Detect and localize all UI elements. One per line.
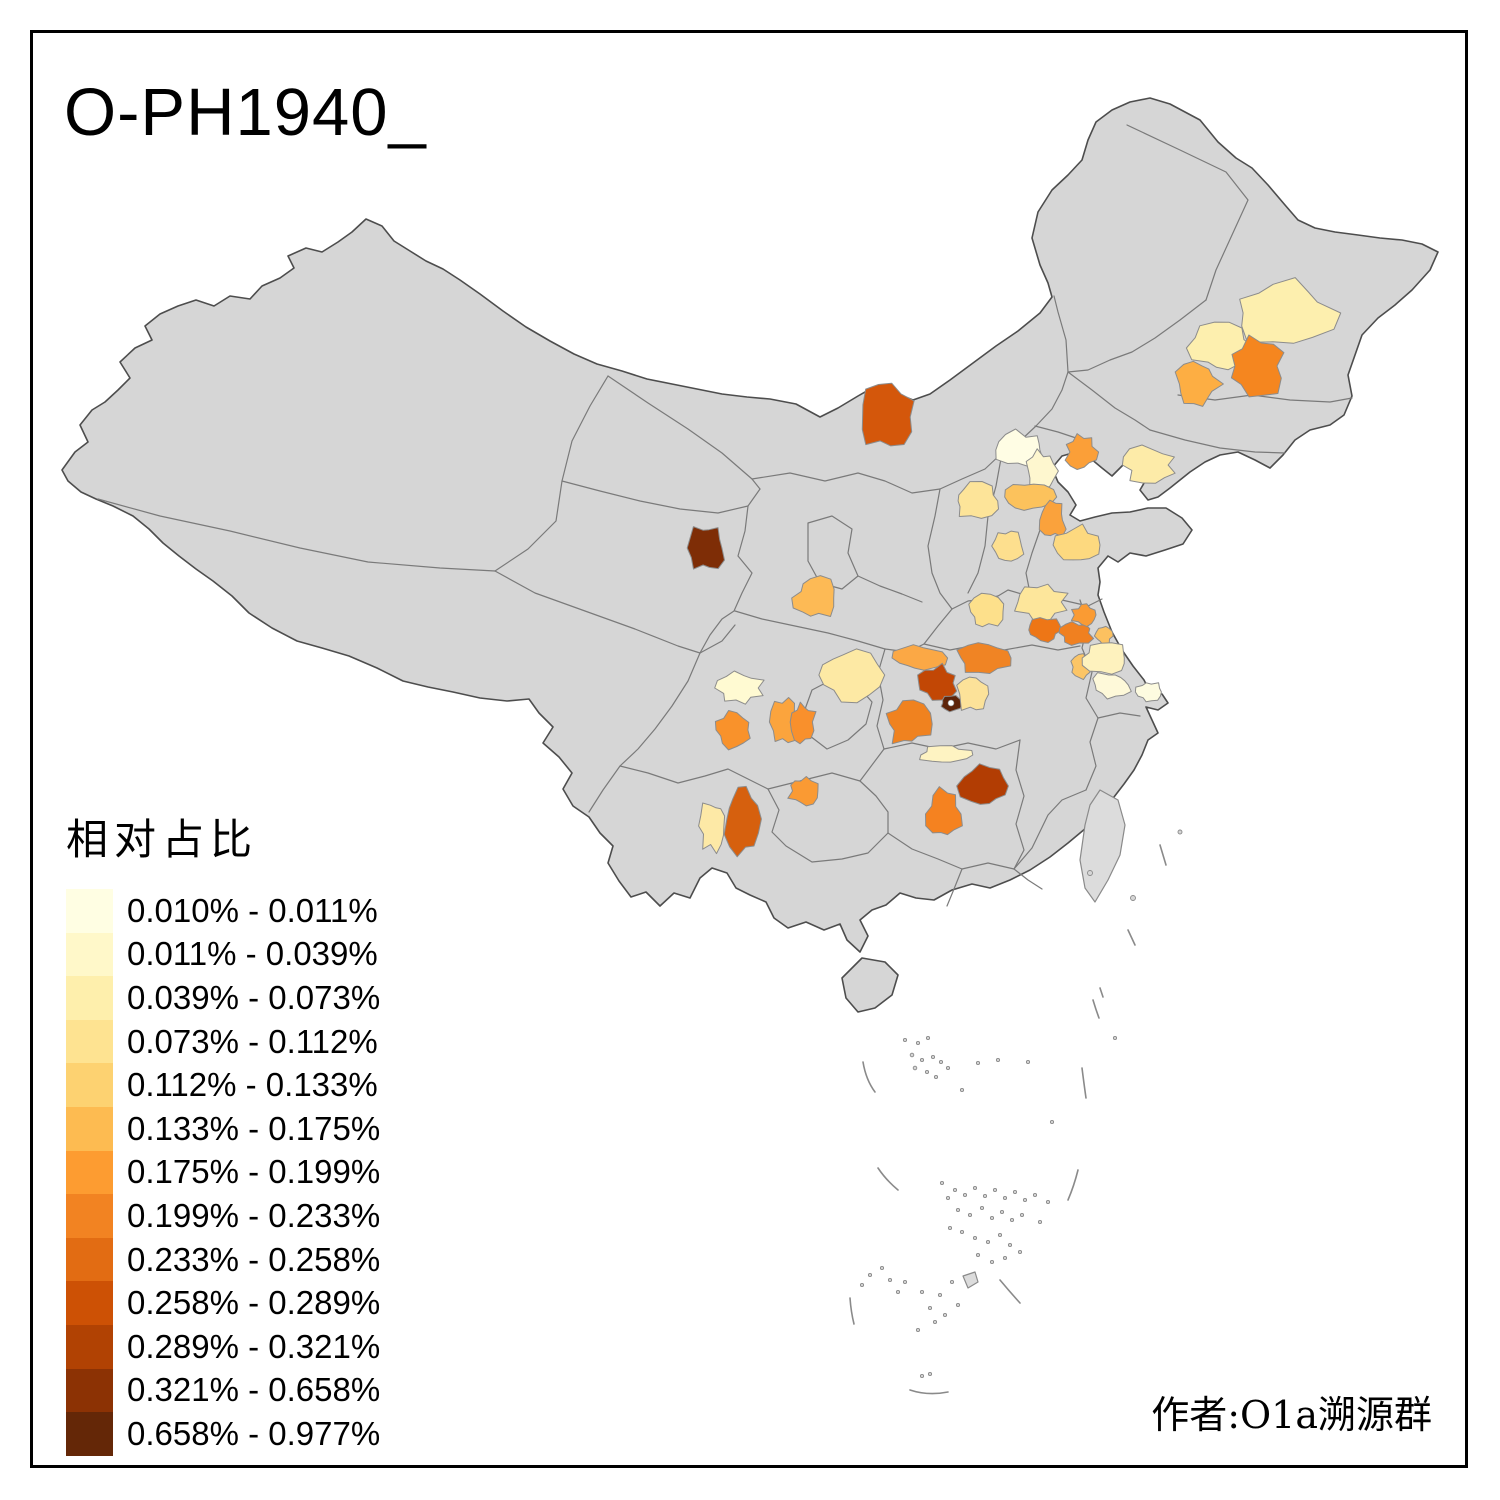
- region-henan-east-pale: [1014, 583, 1069, 624]
- legend-label: 0.112% - 0.133%: [127, 1066, 378, 1104]
- legend-row-7: 0.199% - 0.233%: [66, 1194, 380, 1238]
- legend-swatch: [66, 1368, 113, 1413]
- legend-row-8: 0.233% - 0.258%: [66, 1237, 381, 1282]
- legend-label: 0.289% - 0.321%: [127, 1327, 381, 1365]
- legend-row-0: 0.010% - 0.011%: [66, 889, 380, 933]
- figure-title: O-PH1940_: [64, 75, 427, 150]
- region-heilongjiang-north-pale: [1239, 277, 1342, 344]
- region-jiangsu-pale-a: [1081, 642, 1125, 675]
- legend-label: 0.010% - 0.011%: [127, 891, 378, 929]
- region-gansu-east-orange: [791, 575, 835, 617]
- legend-row-1: 0.011% - 0.039%: [66, 932, 380, 977]
- region-baoding-pale: [957, 481, 999, 519]
- legend-row-6: 0.175% - 0.199%: [66, 1150, 381, 1195]
- legend-row-4: 0.112% - 0.133%: [66, 1063, 380, 1107]
- region-leshan-orange-east: [789, 701, 817, 745]
- offshore-islets: [1087, 829, 1183, 998]
- region-harbin-orange: [1230, 334, 1285, 398]
- province-borders: [97, 124, 1353, 907]
- region-huaibei-orange: [1070, 603, 1097, 628]
- region-zunyi-orange: [787, 776, 819, 807]
- region-dalian-pale: [1121, 444, 1176, 484]
- choropleth-regions: [686, 277, 1342, 858]
- legend-row-3: 0.073% - 0.112%: [66, 1019, 380, 1064]
- legend-swatch: [66, 1019, 113, 1064]
- region-yaan-orange: [714, 710, 751, 751]
- legend-row-12: 0.658% - 0.977%: [66, 1412, 380, 1456]
- region-langfang-orange: [1004, 483, 1058, 511]
- legend-swatch: [66, 1324, 113, 1369]
- region-qinghai-dark-brown: [686, 526, 725, 570]
- legend-swatch: [66, 1150, 113, 1195]
- legend-label: 0.233% - 0.258%: [127, 1240, 381, 1278]
- region-changsha-dark-red: [956, 763, 1009, 805]
- south-china-sea-islands: [849, 999, 1118, 1395]
- figure-border: [30, 30, 1468, 1468]
- legend-swatch: [66, 1194, 113, 1238]
- attribution-text: 作者:O1a溯源群: [1151, 1393, 1432, 1437]
- legend-swatch: [66, 1412, 113, 1456]
- legend-label: 0.258% - 0.289%: [127, 1284, 381, 1322]
- legend-swatch: [66, 889, 113, 933]
- legend-label: 0.073% - 0.112%: [127, 1022, 378, 1060]
- region-neimenggu-dark-orange: [861, 382, 915, 447]
- hainan-island: [841, 957, 899, 1013]
- legend-swatch: [66, 976, 113, 1020]
- legend-label: 0.133% - 0.175%: [127, 1109, 381, 1147]
- region-liaoning-west-orange: [1064, 433, 1100, 470]
- region-jiangsu-pale-b: [1092, 672, 1132, 700]
- legend-row-9: 0.258% - 0.289%: [66, 1281, 380, 1325]
- region-xinyang-strong-orange: [1028, 617, 1063, 643]
- region-chengdu-west-cream: [714, 670, 765, 705]
- region-shanghai-pale: [1134, 682, 1162, 703]
- region-xiangyang-orange: [891, 644, 949, 671]
- legend-row-11: 0.321% - 0.658%: [66, 1368, 381, 1413]
- legend-label: 0.321% - 0.658%: [127, 1371, 381, 1409]
- legend-label: 0.175% - 0.199%: [127, 1153, 381, 1191]
- legend-title: 相对占比: [66, 815, 259, 864]
- legend-row-2: 0.039% - 0.073%: [66, 976, 380, 1020]
- legend-rows: 0.010% - 0.011% 0.011% - 0.039% 0.039% - 0…: [66, 889, 380, 1456]
- region-shanxi-se-pale: [991, 530, 1025, 562]
- legend-label: 0.658% - 0.977%: [127, 1414, 381, 1452]
- lake-dot: [947, 699, 955, 707]
- legend-swatch: [66, 1063, 113, 1107]
- region-yichang-strong-orange: [885, 699, 933, 745]
- region-yunnan-east-pale: [698, 802, 726, 855]
- legend-label: 0.039% - 0.073%: [127, 978, 381, 1016]
- legend-swatch: [66, 932, 113, 977]
- region-suizhou-strong-orange: [956, 642, 1012, 674]
- legend-label: 0.011% - 0.039%: [127, 935, 378, 973]
- legend-swatch: [66, 1281, 113, 1325]
- legend-row-5: 0.133% - 0.175%: [66, 1106, 381, 1151]
- region-shaanxi-south-pale: [968, 592, 1005, 628]
- region-changde-pale-strip: [919, 745, 974, 763]
- legend-swatch: [66, 1106, 113, 1151]
- legend-row-10: 0.289% - 0.321%: [66, 1324, 381, 1369]
- region-qujing-dark-orange: [723, 785, 762, 858]
- region-huanggang-pale: [956, 676, 990, 711]
- region-bazhong-pale: [818, 648, 886, 704]
- region-shandong-west-yellow: [1052, 523, 1101, 561]
- legend-label: 0.199% - 0.233%: [127, 1196, 381, 1234]
- region-huaihua-orange: [925, 786, 963, 836]
- region-jilin-west-orange: [1174, 360, 1224, 407]
- legend: 相对占比 0.010% - 0.011% 0.011% - 0.039% 0.039…: [66, 806, 380, 1456]
- legend-swatch: [66, 1237, 113, 1282]
